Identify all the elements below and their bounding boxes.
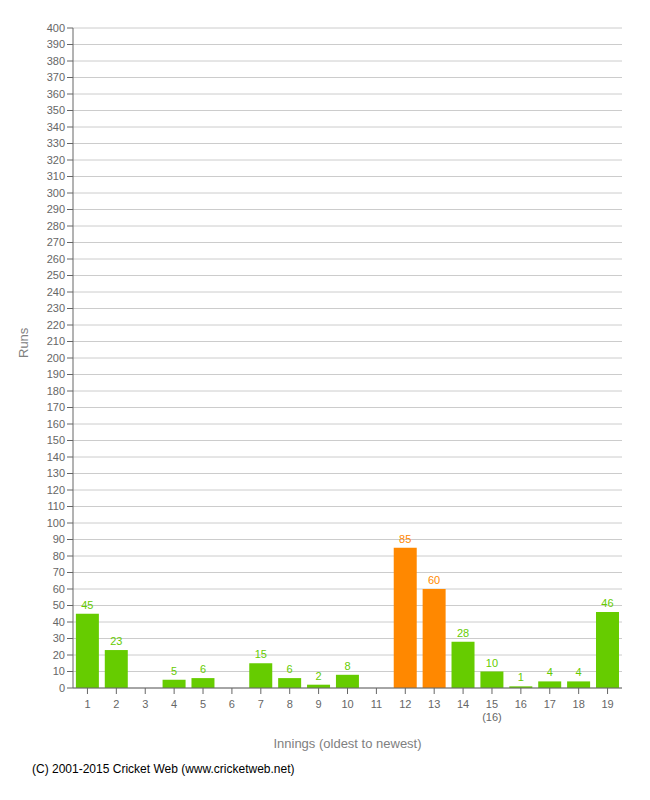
svg-text:340: 340 <box>47 121 65 133</box>
svg-text:220: 220 <box>47 319 65 331</box>
svg-text:4: 4 <box>171 698 177 710</box>
svg-text:380: 380 <box>47 55 65 67</box>
svg-text:6: 6 <box>200 663 206 675</box>
svg-text:310: 310 <box>47 170 65 182</box>
svg-text:2: 2 <box>113 698 119 710</box>
svg-text:10: 10 <box>341 698 353 710</box>
svg-text:70: 70 <box>53 566 65 578</box>
svg-text:160: 160 <box>47 418 65 430</box>
svg-text:150: 150 <box>47 434 65 446</box>
svg-text:11: 11 <box>371 698 382 710</box>
svg-text:370: 370 <box>47 71 65 83</box>
svg-text:210: 210 <box>47 335 65 347</box>
svg-text:23: 23 <box>110 635 122 647</box>
svg-text:8: 8 <box>287 698 293 710</box>
svg-text:170: 170 <box>47 401 65 413</box>
svg-text:20: 20 <box>53 649 65 661</box>
svg-text:85: 85 <box>399 533 411 545</box>
svg-text:4: 4 <box>576 666 582 678</box>
svg-text:19: 19 <box>601 698 613 710</box>
svg-text:1: 1 <box>518 671 524 683</box>
svg-text:180: 180 <box>47 385 65 397</box>
svg-text:18: 18 <box>573 698 585 710</box>
svg-text:30: 30 <box>53 632 65 644</box>
svg-text:300: 300 <box>47 187 65 199</box>
svg-text:13: 13 <box>428 698 440 710</box>
svg-text:230: 230 <box>47 302 65 314</box>
svg-text:60: 60 <box>53 583 65 595</box>
svg-text:2: 2 <box>315 670 321 682</box>
svg-text:9: 9 <box>316 698 322 710</box>
svg-text:260: 260 <box>47 253 65 265</box>
svg-text:0: 0 <box>59 682 65 694</box>
svg-text:110: 110 <box>47 500 65 512</box>
svg-text:3: 3 <box>142 698 148 710</box>
svg-text:240: 240 <box>47 286 65 298</box>
svg-text:5: 5 <box>200 698 206 710</box>
svg-text:320: 320 <box>47 154 65 166</box>
svg-text:130: 130 <box>47 467 65 479</box>
svg-text:17: 17 <box>544 698 556 710</box>
svg-text:10: 10 <box>53 665 65 677</box>
html-text:(C) 2001-2015 Cricket Web (www: (C) 2001-2015 Cricket Web (www.cricketwe… <box>32 762 295 776</box>
svg-text:330: 330 <box>47 137 65 149</box>
svg-text:90: 90 <box>53 533 65 545</box>
svg-text:1: 1 <box>84 698 90 710</box>
svg-text:50: 50 <box>53 599 65 611</box>
svg-text:6: 6 <box>287 663 293 675</box>
svg-text:360: 360 <box>47 88 65 100</box>
svg-text:350: 350 <box>47 104 65 116</box>
svg-text:60: 60 <box>428 574 440 586</box>
svg-text:190: 190 <box>47 368 65 380</box>
svg-text:14: 14 <box>457 698 469 710</box>
svg-text:4: 4 <box>547 666 553 678</box>
svg-text:16: 16 <box>515 698 527 710</box>
svg-text:140: 140 <box>47 451 65 463</box>
svg-text:120: 120 <box>47 484 65 496</box>
svg-text:Runs: Runs <box>16 327 31 358</box>
svg-text:400: 400 <box>47 22 65 34</box>
svg-text:6: 6 <box>229 698 235 710</box>
svg-text:8: 8 <box>344 660 350 672</box>
svg-text:390: 390 <box>47 38 65 50</box>
svg-text:7: 7 <box>258 698 264 710</box>
svg-text:280: 280 <box>47 220 65 232</box>
svg-text:270: 270 <box>47 236 65 248</box>
svg-text:250: 250 <box>47 269 65 281</box>
svg-text:80: 80 <box>53 550 65 562</box>
svg-text:200: 200 <box>47 352 65 364</box>
svg-text:Innings (oldest to newest): Innings (oldest to newest) <box>273 736 421 751</box>
svg-text:290: 290 <box>47 203 65 215</box>
svg-text:45: 45 <box>81 599 93 611</box>
svg-text:12: 12 <box>399 698 411 710</box>
svg-text:10: 10 <box>486 657 498 669</box>
svg-text:28: 28 <box>457 627 469 639</box>
svg-text:100: 100 <box>47 517 65 529</box>
svg-text:46: 46 <box>601 597 613 609</box>
svg-text:15(16): 15(16) <box>482 698 502 723</box>
svg-text:40: 40 <box>53 616 65 628</box>
svg-text:5: 5 <box>171 665 177 677</box>
svg-text:15: 15 <box>255 648 267 660</box>
